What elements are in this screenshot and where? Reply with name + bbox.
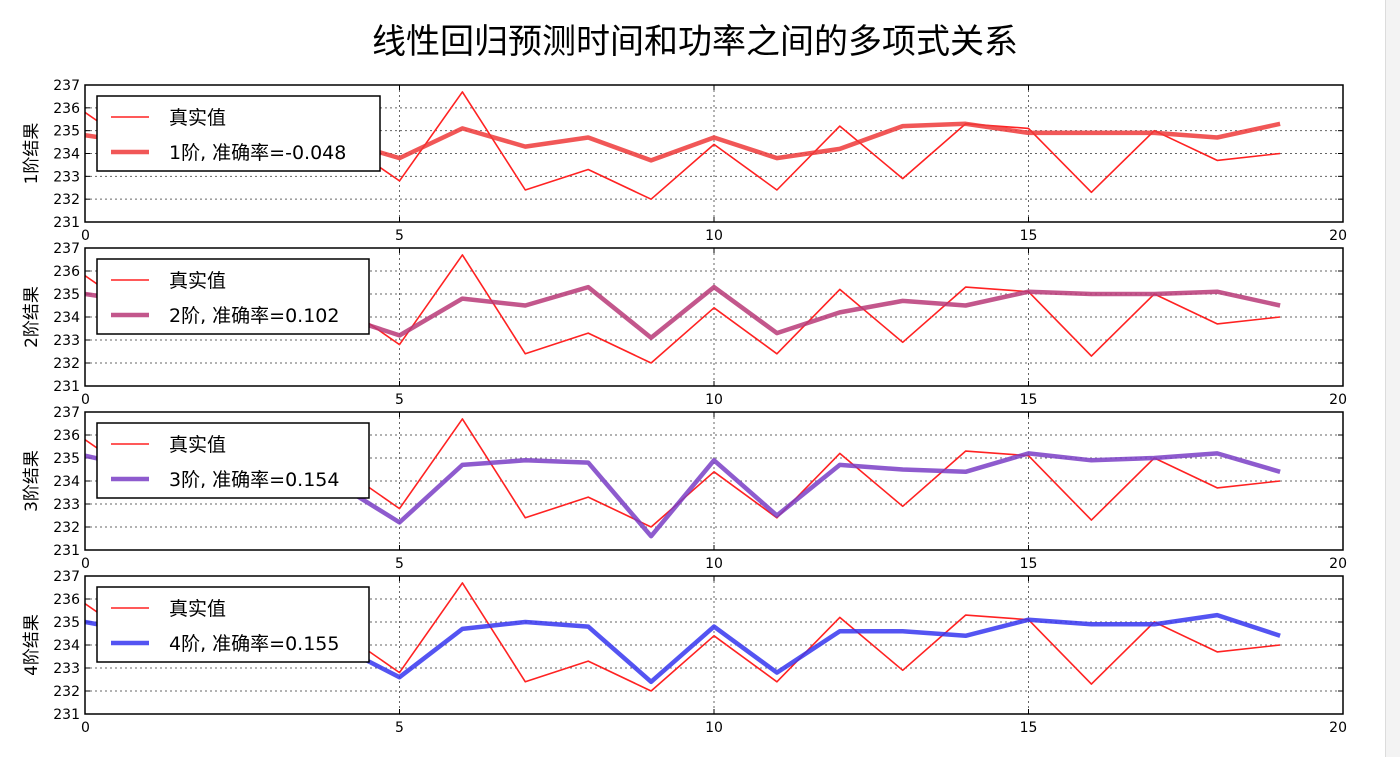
y-tick-label: 232	[53, 520, 80, 536]
legend-box	[96, 258, 370, 335]
y-tick-label: 235	[53, 615, 80, 631]
x-tick-label: 0	[81, 556, 90, 572]
plot-frame	[84, 247, 1344, 387]
legend-label: 4阶, 准确率=0.155	[169, 633, 339, 655]
x-tick-label: 0	[81, 228, 90, 244]
y-axis-label: 3阶结果	[22, 450, 42, 512]
legend-box	[96, 95, 381, 172]
y-tick-label: 236	[53, 428, 80, 444]
y-tick-label: 234	[53, 310, 80, 326]
legend-box	[96, 586, 370, 663]
legend-label: 1阶, 准确率=-0.048	[169, 142, 346, 164]
y-tick-label: 237	[53, 78, 80, 94]
y-axis-label: 4阶结果	[22, 614, 42, 676]
x-tick-label: 10	[705, 556, 723, 572]
x-tick-label: 10	[705, 720, 723, 736]
y-tick-label: 234	[53, 638, 80, 654]
y-tick-label: 237	[53, 405, 80, 421]
y-tick-label: 231	[53, 707, 80, 723]
x-tick-label: 15	[1020, 720, 1038, 736]
legend-label: 真实值	[169, 434, 226, 456]
x-tick-label: 20	[1329, 228, 1347, 244]
y-tick-label: 231	[53, 379, 80, 395]
x-tick-label: 5	[395, 720, 404, 736]
legend-label: 真实值	[169, 107, 226, 129]
y-tick-label: 237	[53, 569, 80, 585]
y-tick-label: 234	[53, 147, 80, 163]
legend-label: 2阶, 准确率=0.102	[169, 305, 339, 327]
subplot-4: 231 232 233 234 235 236 237 0 5 10 15 20 4阶结果 真实值 4阶, …	[22, 569, 1347, 736]
window-scrollbar[interactable]	[1385, 0, 1400, 757]
y-tick-label: 236	[53, 101, 80, 117]
y-tick-label: 232	[53, 356, 80, 372]
x-tick-label: 5	[395, 392, 404, 408]
y-tick-label: 232	[53, 192, 80, 208]
x-tick-label: 10	[705, 228, 723, 244]
legend: 真实值 1阶, 准确率=-0.048	[96, 95, 381, 172]
y-tick-label: 235	[53, 124, 80, 140]
y-tick-label: 231	[53, 543, 80, 559]
x-tick-label: 20	[1329, 556, 1347, 572]
x-tick-label: 15	[1020, 228, 1038, 244]
y-tick-label: 235	[53, 451, 80, 467]
figure-title: 线性回归预测时间和功率之间的多项式关系	[372, 22, 1018, 62]
x-tick-label: 15	[1020, 392, 1038, 408]
plot-frame	[84, 84, 1344, 223]
y-axis-label: 2阶结果	[22, 286, 42, 348]
x-tick-label: 5	[395, 556, 404, 572]
x-tick-label: 5	[395, 228, 404, 244]
x-tick-label: 20	[1329, 720, 1347, 736]
y-tick-label: 236	[53, 592, 80, 608]
legend-label: 真实值	[169, 270, 226, 292]
legend: 真实值 2阶, 准确率=0.102	[96, 258, 370, 335]
y-tick-label: 231	[53, 215, 80, 231]
x-tick-label: 0	[81, 392, 90, 408]
x-tick-label: 10	[705, 392, 723, 408]
y-tick-label: 236	[53, 264, 80, 280]
subplot-3: 231 232 233 234 235 236 237 0 5 10 15 20 3阶结果 真实值 3阶, …	[22, 405, 1347, 572]
legend-label: 3阶, 准确率=0.154	[169, 469, 339, 491]
y-tick-label: 233	[53, 169, 80, 185]
subplot-2: 231 232 233 234 235 236 237 0 5 10 15 20 2阶结果 真实值 2阶, …	[22, 241, 1347, 408]
legend: 真实值 4阶, 准确率=0.155	[96, 586, 370, 663]
subplot-1: 231 232 233 234 235 236 237 0 5 10 15 20 1阶结果 真实值 1阶, …	[22, 78, 1347, 244]
x-tick-label: 15	[1020, 556, 1038, 572]
y-tick-label: 237	[53, 241, 80, 257]
y-tick-label: 232	[53, 684, 80, 700]
plot-frame	[84, 411, 1344, 551]
y-axis-label: 1阶结果	[22, 123, 42, 185]
legend: 真实值 3阶, 准确率=0.154	[96, 422, 370, 499]
y-tick-label: 233	[53, 333, 80, 349]
y-tick-label: 235	[53, 287, 80, 303]
y-tick-label: 233	[53, 497, 80, 513]
legend-box	[96, 422, 370, 499]
x-tick-label: 0	[81, 720, 90, 736]
y-tick-label: 233	[53, 661, 80, 677]
y-tick-label: 234	[53, 474, 80, 490]
legend-label: 真实值	[169, 598, 226, 620]
plot-frame	[84, 575, 1344, 715]
x-tick-label: 20	[1329, 392, 1347, 408]
